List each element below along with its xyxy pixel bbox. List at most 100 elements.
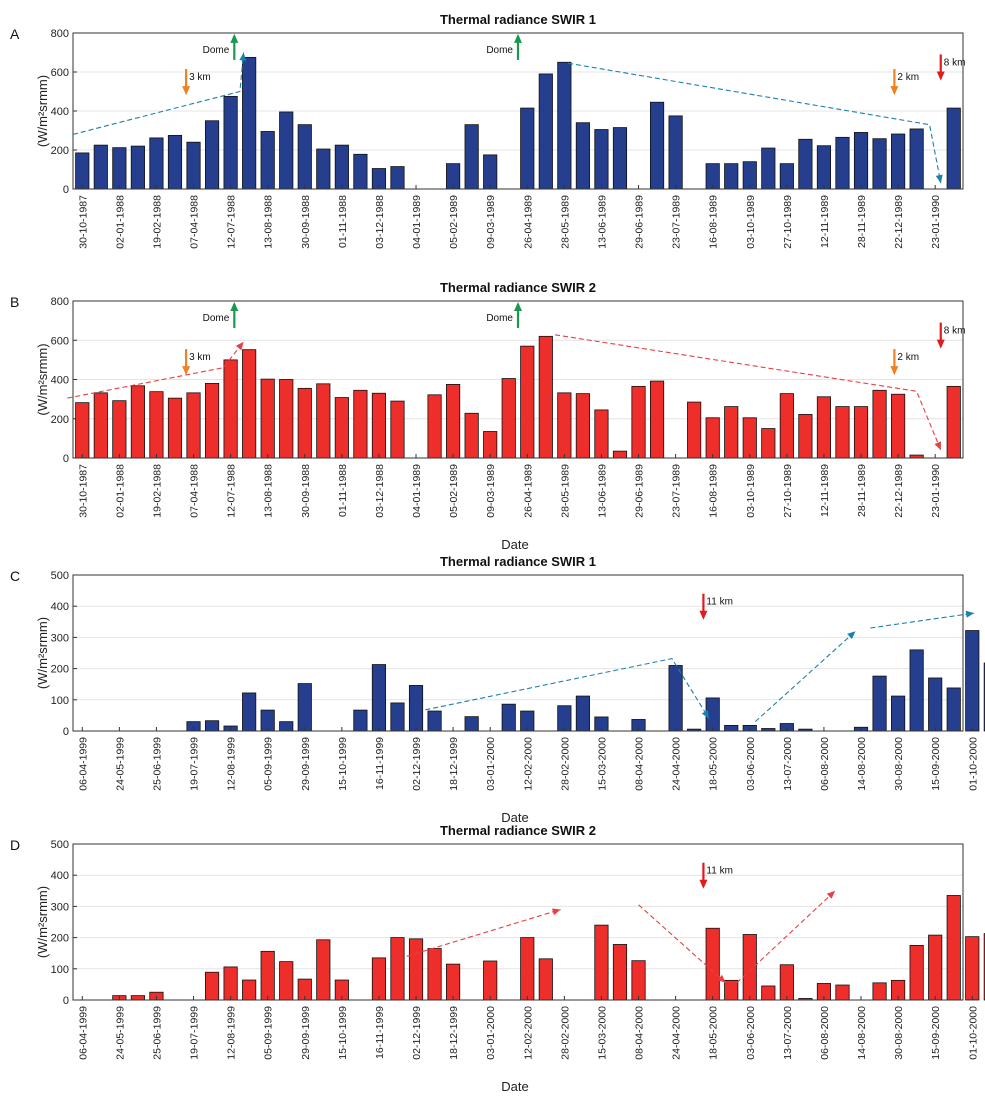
bar [612,450,628,459]
x-tick-label: 06-08-2000 [819,737,831,791]
y-tick-label: 0 [63,453,69,465]
bar [130,995,145,1001]
x-tick-label: 18-05-2000 [708,1006,720,1060]
trend-line [736,890,836,984]
bar [93,144,108,190]
chart-title: Thermal radiance SWIR 1 [440,12,596,27]
panel-label: D [10,837,20,853]
bar [575,695,590,732]
bar [761,985,776,1001]
event-label: Dome [486,313,513,324]
bar [520,345,535,459]
x-tick-label: 23-07-1989 [671,464,683,518]
y-axis-label: (W/m²srmm) [35,617,50,689]
event-label: 11 km [706,866,733,877]
bar [204,383,220,459]
bar [946,385,961,459]
bar [538,958,553,1001]
bar [724,979,739,1001]
x-tick-label: 03-01-2000 [485,737,497,791]
y-tick-label: 400 [51,106,69,118]
bar [279,379,294,459]
x-tick-label: 25-06-1999 [151,737,163,791]
bar [649,101,665,190]
x-tick-label: 18-05-2000 [708,737,720,791]
x-tick-label: 30-09-1988 [300,195,312,249]
x-tick-label: 28-05-1989 [559,464,571,518]
x-axis-label: Date [501,810,528,825]
bar [631,385,646,459]
trend-line [638,904,727,984]
event-label: 3 km [189,72,211,83]
bar [724,724,739,732]
x-tick-label: 26-04-1989 [522,195,534,249]
bar [279,721,294,732]
panel-d: 0 100 200 300 400 500 06-04-1999 24-05-1999 25-0… [10,823,985,1094]
bar [242,56,257,190]
x-tick-label: 12-07-1988 [226,464,238,518]
x-tick-label: 12-08-1999 [226,1006,238,1060]
x-tick-label: 15-09-2000 [930,737,942,791]
trend-arrowhead [239,52,247,61]
trend-arrowhead [847,631,856,640]
bar [668,665,683,732]
panel-a: 0 200 400 600 800 30-10-1987 02-01-1988 19-02-1… [10,12,965,249]
x-tick-label: 30-08-2000 [893,737,905,791]
event-label: 8 km [944,57,966,68]
x-tick-label: 14-08-2000 [856,1006,868,1060]
bar [557,61,572,190]
y-tick-label: 400 [51,375,69,387]
panel-label: A [10,26,20,42]
event-label: 3 km [189,352,211,363]
x-tick-label: 19-07-1999 [189,1006,201,1060]
x-tick-label: 09-03-1989 [485,464,497,518]
x-tick-label: 19-07-1999 [189,737,201,791]
x-tick-label: 13-08-1988 [263,464,275,518]
x-tick-label: 30-09-1988 [300,464,312,518]
x-tick-label: 15-10-1999 [337,737,349,791]
x-tick-label: 19-02-1988 [151,195,163,249]
x-tick-label: 06-08-2000 [819,1006,831,1060]
x-tick-label: 12-11-1989 [819,195,831,248]
bar [705,927,720,1001]
x-tick-label: 02-12-1999 [411,1006,423,1060]
bar [557,392,572,459]
bar [872,138,887,190]
bar [520,107,535,190]
bar [946,687,961,732]
y-axis-label: (W/m²srmm) [35,75,50,147]
bar [93,392,108,459]
x-tick-label: 28-11-1989 [856,195,868,248]
x-tick-label: 16-08-1989 [708,195,720,249]
bar [371,392,387,459]
bar [223,966,238,1001]
trend-line [568,62,942,184]
trend-line [555,334,942,451]
x-tick-label: 18-12-1999 [448,737,460,791]
bar [297,387,312,459]
x-tick-label: 06-04-1999 [77,737,89,791]
bar [464,124,479,190]
y-tick-label: 400 [51,601,69,613]
trend-line [870,612,975,629]
x-tick-label: 18-12-1999 [448,1006,460,1060]
bar [687,401,702,459]
bar [353,709,368,732]
axes-frame [72,843,964,1001]
x-tick-label: 30-10-1987 [77,464,89,518]
bar [538,73,553,190]
bar [390,166,405,190]
event-label: 2 km [897,352,919,363]
trend-arrowhead [552,908,561,916]
bar [446,963,461,1001]
x-tick-label: 27-10-1989 [782,464,794,518]
x-tick-label: 01-10-2000 [967,1006,979,1060]
y-tick-label: 200 [51,933,69,945]
trend-arrowhead [701,709,709,719]
x-tick-label: 09-03-1989 [485,195,497,249]
event-label: 2 km [897,72,919,83]
x-tick-label: 30-10-1987 [77,195,89,249]
event-label: 8 km [944,326,966,337]
bar [909,128,924,190]
